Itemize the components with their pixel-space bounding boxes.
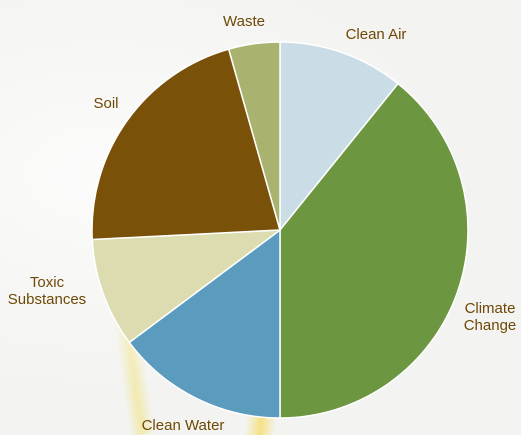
- pie-label-soil: Soil: [93, 95, 118, 112]
- pie-label-clean-water: Clean Water: [142, 417, 225, 434]
- pie-slice-waste: [227, 41, 281, 231]
- pie-label-toxic-substances: Toxic Substances: [8, 274, 86, 308]
- pie-label-climate-change: Climate Change: [464, 300, 517, 334]
- pie-label-clean-air: Clean Air: [346, 26, 407, 43]
- pie-label-waste: Waste: [223, 13, 265, 30]
- pie-slices: [91, 41, 469, 419]
- pie-slice-soil: [91, 48, 281, 241]
- pie-labels: Clean Air Climate Change Clean Water Toxic Su…: [8, 13, 516, 434]
- pie-slice-clean-air: [279, 41, 399, 231]
- pie-slice-climate-change: [279, 82, 469, 419]
- pie-slice-toxic-substances: [91, 229, 281, 344]
- pie-slice-clean-water: [128, 229, 281, 419]
